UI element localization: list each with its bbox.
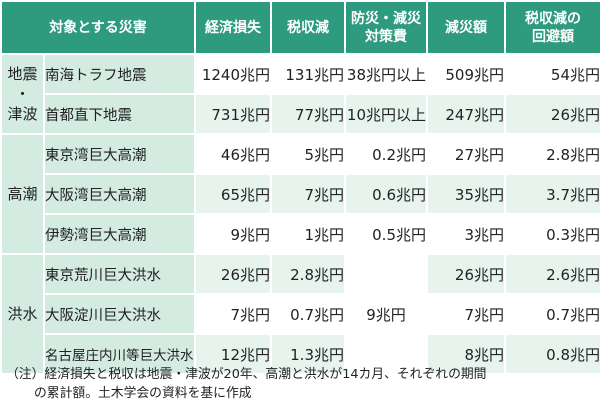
header-prevention-cost: 防災・減災 対策費 bbox=[344, 0, 428, 55]
table-row: 高潮 東京湾巨大高潮 46兆円 5兆円 0.2兆円 27兆円 2.8兆円 bbox=[0, 133, 600, 255]
header-tax-avoided: 税収減の 回避額 bbox=[504, 0, 600, 55]
cell-tax: 1.3兆円 bbox=[270, 333, 346, 375]
cell-reduce: 7兆円 bbox=[426, 293, 506, 335]
cell-tax: 7兆円 bbox=[270, 173, 346, 215]
header-reduction-amount: 減災額 bbox=[426, 0, 506, 55]
cell-avoid: 0.8兆円 bbox=[504, 333, 600, 375]
group-label-flood: 洪水 bbox=[0, 253, 45, 375]
table-row: 地震 ・ 津波 南海トラフ地震 1240兆円 131兆円 38兆円以上 509兆… bbox=[0, 53, 600, 135]
cell-loss: 1240兆円 bbox=[194, 53, 272, 95]
cell-loss: 46兆円 bbox=[194, 133, 272, 175]
cell-reduce: 35兆円 bbox=[426, 173, 506, 215]
row-name: 東京荒川巨大洪水 bbox=[43, 253, 196, 295]
disaster-table: 対象とする災害 経済損失 税収減 防災・減災 対策費 減災額 税収減の 回避額 … bbox=[0, 0, 600, 375]
table-row: 大阪淀川巨大洪水 7兆円 0.7兆円 7兆円 0.7兆円 bbox=[1, 293, 600, 335]
cell-reduce: 3兆円 bbox=[426, 213, 506, 255]
row-name: 名古屋庄内川等巨大洪水 bbox=[43, 333, 196, 375]
cell-reduce: 26兆円 bbox=[426, 253, 506, 295]
header-economic-loss: 経済損失 bbox=[194, 0, 272, 55]
cell-avoid: 26兆円 bbox=[504, 93, 600, 135]
cell-tax: 131兆円 bbox=[270, 53, 346, 95]
cell-loss: 65兆円 bbox=[194, 173, 272, 215]
row-name: 伊勢湾巨大高潮 bbox=[43, 213, 196, 255]
cell-loss: 26兆円 bbox=[194, 253, 272, 295]
cell-cost: 10兆円以上 bbox=[344, 93, 428, 135]
cell-avoid: 54兆円 bbox=[504, 53, 600, 95]
cell-shared-cost: 9兆円 bbox=[344, 253, 428, 375]
cell-avoid: 0.7兆円 bbox=[504, 293, 600, 335]
cell-loss: 12兆円 bbox=[194, 333, 272, 375]
cell-reduce: 509兆円 bbox=[426, 53, 506, 95]
footnote: （注）経済損失と税収は地震・津波が20年、高潮と洪水が14カ月、それぞれの期間 … bbox=[6, 365, 596, 403]
cell-loss: 9兆円 bbox=[194, 213, 272, 255]
cell-loss: 7兆円 bbox=[194, 293, 272, 335]
table-row: 首都直下地震 731兆円 77兆円 10兆円以上 247兆円 26兆円 bbox=[1, 93, 600, 135]
header-tax-decrease: 税収減 bbox=[270, 0, 346, 55]
table-row: 大阪湾巨大高潮 65兆円 7兆円 0.6兆円 35兆円 3.7兆円 bbox=[1, 173, 600, 215]
row-name: 東京湾巨大高潮 bbox=[43, 133, 196, 175]
header-target-disaster: 対象とする災害 bbox=[0, 0, 196, 55]
table-row: 名古屋庄内川等巨大洪水 12兆円 1.3兆円 8兆円 0.8兆円 bbox=[1, 333, 600, 375]
cell-tax: 1兆円 bbox=[270, 213, 346, 255]
cell-tax: 5兆円 bbox=[270, 133, 346, 175]
cell-cost: 0.2兆円 bbox=[344, 133, 428, 175]
cell-reduce: 247兆円 bbox=[426, 93, 506, 135]
cell-avoid: 2.8兆円 bbox=[504, 133, 600, 175]
table-row: 洪水 東京荒川巨大洪水 26兆円 2.8兆円 9兆円 26兆円 2.6兆円 bbox=[0, 253, 600, 375]
cell-tax: 77兆円 bbox=[270, 93, 346, 135]
cell-loss: 731兆円 bbox=[194, 93, 272, 135]
cell-tax: 0.7兆円 bbox=[270, 293, 346, 335]
table-row: 伊勢湾巨大高潮 9兆円 1兆円 0.5兆円 3兆円 0.3兆円 bbox=[1, 213, 600, 255]
cell-cost: 0.5兆円 bbox=[344, 213, 428, 255]
table-header-row: 対象とする災害 経済損失 税収減 防災・減災 対策費 減災額 税収減の 回避額 bbox=[0, 0, 600, 55]
cell-avoid: 3.7兆円 bbox=[504, 173, 600, 215]
cell-cost: 38兆円以上 bbox=[344, 53, 428, 95]
row-name: 南海トラフ地震 bbox=[43, 53, 196, 95]
group-label-earthquake: 地震 ・ 津波 bbox=[0, 53, 45, 135]
footnote-line-2: の累計額。土木学会の資料を基に作成 bbox=[34, 386, 252, 401]
group-label-storm-surge: 高潮 bbox=[0, 133, 45, 255]
cell-cost: 0.6兆円 bbox=[344, 173, 428, 215]
row-name: 首都直下地震 bbox=[43, 93, 196, 135]
cell-avoid: 2.6兆円 bbox=[504, 253, 600, 295]
row-name: 大阪湾巨大高潮 bbox=[43, 173, 196, 215]
footnote-line-1: （注）経済損失と税収は地震・津波が20年、高潮と洪水が14カ月、それぞれの期間 bbox=[6, 367, 487, 382]
cell-avoid: 0.3兆円 bbox=[504, 213, 600, 255]
row-name: 大阪淀川巨大洪水 bbox=[43, 293, 196, 335]
cell-reduce: 8兆円 bbox=[426, 333, 506, 375]
cell-tax: 2.8兆円 bbox=[270, 253, 346, 295]
cell-reduce: 27兆円 bbox=[426, 133, 506, 175]
